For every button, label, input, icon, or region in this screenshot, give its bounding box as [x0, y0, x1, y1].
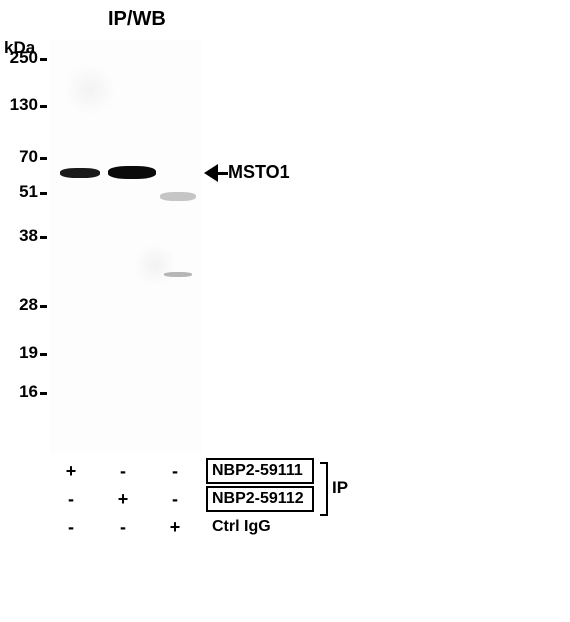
marker-tick	[40, 353, 47, 356]
marker-label: 16	[4, 382, 38, 402]
marker-label: 250	[4, 48, 38, 68]
legend-label-r1: NBP2-59111	[212, 462, 303, 480]
legend-r3-c2: -	[114, 517, 132, 538]
legend-r3-c1: -	[62, 517, 80, 538]
marker-tick	[40, 157, 47, 160]
ip-label: IP	[332, 478, 348, 498]
marker-tick	[40, 392, 47, 395]
ip-bracket	[320, 462, 328, 516]
legend-r2-c1: -	[62, 489, 80, 510]
marker-label: 19	[4, 343, 38, 363]
figure-title: IP/WB	[108, 8, 166, 31]
band-lane1-msto1	[60, 168, 100, 178]
marker-tick	[40, 58, 47, 61]
marker-label: 70	[4, 147, 38, 167]
marker-label: 51	[4, 182, 38, 202]
legend-r2-c2: +	[114, 489, 132, 510]
marker-label: 38	[4, 226, 38, 246]
marker-tick	[40, 305, 47, 308]
legend-label-r3: Ctrl IgG	[212, 518, 271, 536]
legend-r1-c1: +	[62, 461, 80, 482]
legend-r3-c3: +	[166, 517, 184, 538]
blot-noise	[60, 60, 120, 120]
band-lane2-msto1	[108, 166, 156, 179]
marker-tick	[40, 236, 47, 239]
blot-noise	[130, 240, 180, 290]
band-lane3-faint1	[160, 192, 196, 201]
marker-label: 130	[4, 95, 38, 115]
marker-tick	[40, 192, 47, 195]
blot-region	[50, 40, 202, 453]
legend-label-r2: NBP2-59112	[212, 490, 304, 508]
arrow-head-icon	[204, 164, 218, 182]
band-lane3-faint2	[164, 272, 192, 277]
marker-tick	[40, 105, 47, 108]
legend-r1-c3: -	[166, 461, 184, 482]
legend-r1-c2: -	[114, 461, 132, 482]
msto1-label: MSTO1	[228, 162, 290, 183]
legend-r2-c3: -	[166, 489, 184, 510]
marker-label: 28	[4, 295, 38, 315]
